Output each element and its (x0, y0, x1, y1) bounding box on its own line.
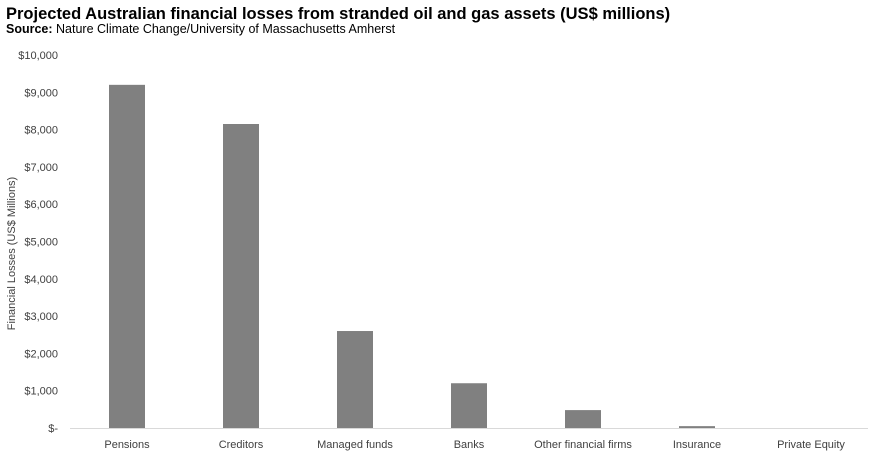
x-tick-label: Creditors (219, 439, 264, 451)
y-tick-label: $10,000 (18, 50, 58, 62)
x-tick-label: Insurance (673, 439, 721, 451)
x-tick-label: Private Equity (777, 439, 845, 451)
y-tick-label: $7,000 (24, 162, 58, 174)
chart-source: Source: Nature Climate Change/University… (6, 22, 395, 36)
source-text: Nature Climate Change/University of Mass… (52, 22, 396, 36)
y-tick-label: $- (48, 423, 58, 435)
x-axis-ticks: Pensions Creditors Managed funds Banks Other… (104, 439, 845, 451)
y-tick-label: $4,000 (24, 274, 58, 286)
x-tick-label: Pensions (104, 439, 150, 451)
bars (109, 84, 715, 428)
bar-creditors (223, 124, 259, 428)
bar-managed-funds (337, 331, 373, 428)
source-label: Source: (6, 22, 53, 36)
y-axis-ticks: $- $1,000 $2,000 $3,000 $4,000 $5,000 $6,000 $7… (18, 50, 58, 435)
y-tick-label: $6,000 (24, 199, 58, 211)
y-tick-label: $5,000 (24, 237, 58, 249)
x-tick-label: Managed funds (317, 439, 393, 451)
x-tick-label: Other financial firms (534, 439, 632, 451)
y-tick-label: $3,000 (24, 311, 58, 323)
y-tick-label: $2,000 (24, 348, 58, 360)
bar-insurance (679, 426, 715, 428)
bar-other-financial-firms (565, 410, 601, 428)
bar-banks (451, 383, 487, 428)
y-tick-label: $9,000 (24, 87, 58, 99)
chart-title: Projected Australian financial losses fr… (6, 5, 671, 23)
y-tick-label: $1,000 (24, 386, 58, 398)
y-axis-label: Financial Losses (US$ Millions) (6, 177, 18, 330)
bar-pensions (109, 84, 145, 428)
y-tick-label: $8,000 (24, 125, 58, 137)
x-tick-label: Banks (454, 439, 485, 451)
